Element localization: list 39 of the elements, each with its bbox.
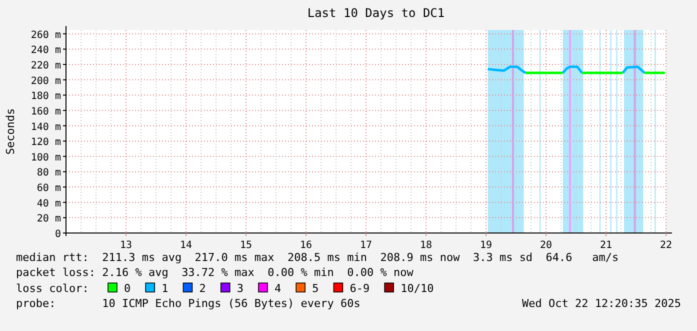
text: probe: 10 ICMP Echo Pings (56 Bytes) every 60s <box>16 297 360 310</box>
x-tick-label: 22 <box>660 240 672 251</box>
y-tick-label: 80 m <box>36 168 61 179</box>
y-tick-label: 200 m <box>30 76 61 87</box>
text: Wed Oct 22 12:20:35 2025 <box>522 297 681 310</box>
x-tick-label: 14 <box>180 240 192 251</box>
legend-label: 10/10 <box>400 282 434 295</box>
y-axis-title: Seconds <box>4 108 17 155</box>
legend-label: 6-9 <box>350 282 370 295</box>
x-tick-label: 17 <box>360 240 372 251</box>
y-tick-label: 0 <box>54 229 61 240</box>
x-tick-label: 13 <box>120 240 132 251</box>
y-tick-label: 160 m <box>30 106 61 118</box>
y-tick-label: 120 m <box>30 137 61 148</box>
legend-label: 4 <box>274 282 282 295</box>
x-tick-label: 20 <box>540 240 552 251</box>
legend-label: 3 <box>236 282 244 295</box>
legend-label: 1 <box>162 282 168 295</box>
y-tick-label: 260 m <box>30 30 61 41</box>
x-tick-label: 16 <box>300 240 312 251</box>
legend-title: loss color: <box>16 282 89 295</box>
y-tick-label: 60 m <box>36 183 61 194</box>
legend-label: 5 <box>312 282 319 295</box>
y-tick-label: 220 m <box>30 60 61 72</box>
x-tick-label: 18 <box>420 240 432 251</box>
x-tick-label: 21 <box>600 240 612 251</box>
y-tick-label: 20 m <box>36 214 61 225</box>
legend-label: 2 <box>199 282 206 295</box>
y-tick-label: 240 m <box>30 45 61 56</box>
legend-label: 0 <box>124 282 131 295</box>
chart-title: Last 10 Days to DC1 <box>307 6 445 20</box>
x-tick-label: 15 <box>240 240 252 251</box>
y-tick-label: 140 m <box>30 122 61 133</box>
y-tick-label: 180 m <box>30 91 61 102</box>
y-tick-label: 100 m <box>30 152 61 164</box>
x-tick-label: 19 <box>480 240 492 251</box>
y-tick-label: 40 m <box>36 198 61 210</box>
text: packet loss: 2.16 % avg 33.72 % max 0.00 % min 0.00 % now <box>16 266 414 279</box>
text: median rtt: 211.3 ms avg 217.0 ms max 208.5 ms min 208.9 ms now 3.3 ms sd 64.6 am/s <box>16 251 619 264</box>
